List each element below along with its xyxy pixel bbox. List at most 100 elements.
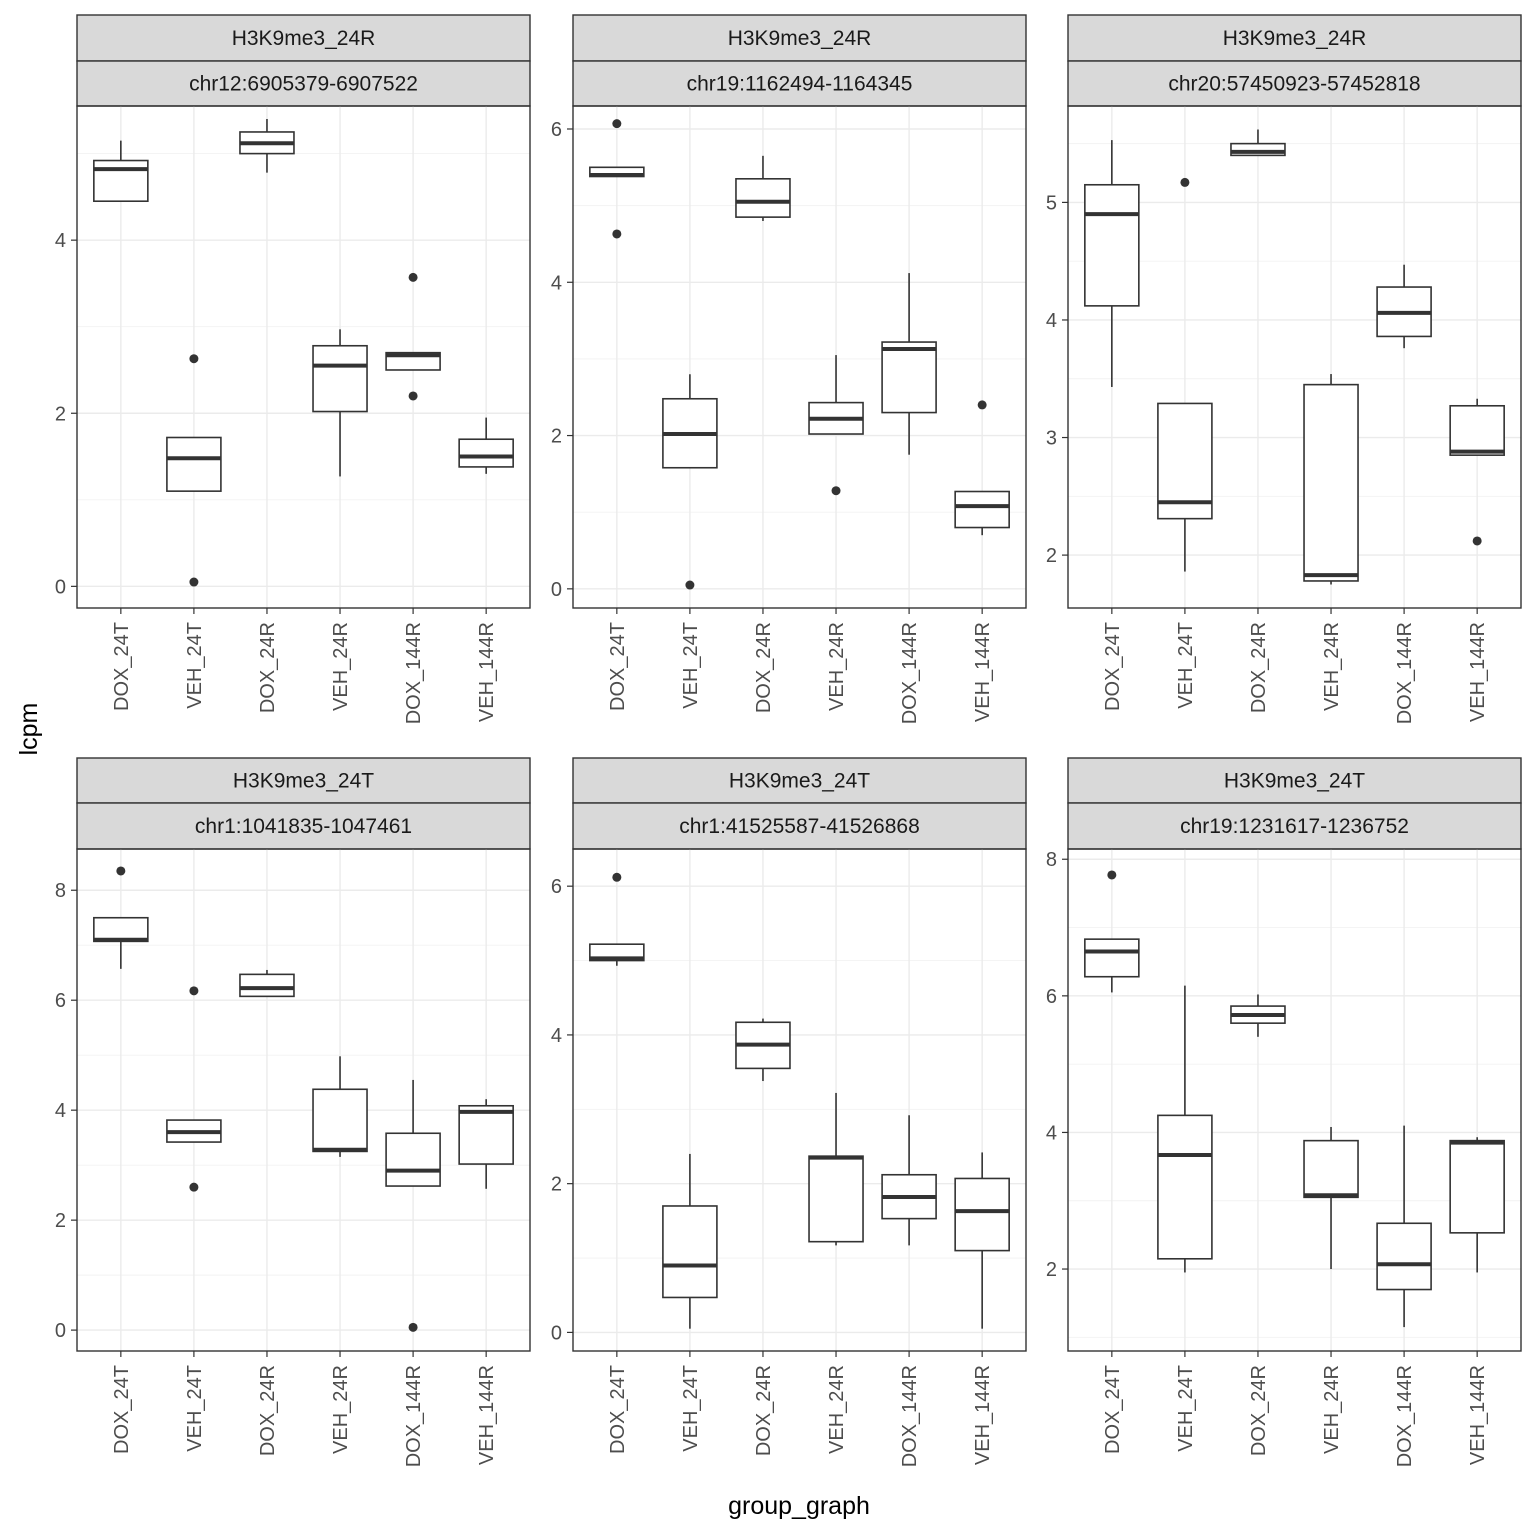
outlier-point [408,1322,418,1332]
y-tick-label: 2 [55,403,66,425]
x-tick-label: VEH_144R [972,622,994,722]
box-DOX_144R [1376,264,1432,349]
iqr-box [458,438,514,468]
facet-strip-bottom-label: chr20:57450923-57452818 [1168,73,1420,96]
iqr-box [735,178,791,218]
outlier-point [408,391,418,401]
x-tick-label: VEH_24T [1175,622,1197,709]
y-tick-label: 4 [551,1025,562,1047]
x-tick-label: DOX_24T [607,622,629,711]
facet-strip-top-label: H3K9me3_24T [1224,770,1365,793]
box-DOX_24R [1230,994,1286,1037]
facet-strip-top [1067,757,1522,804]
box-VEH_144R [458,1099,514,1189]
facet-strip-top [572,14,1027,62]
box-DOX_144R [881,273,937,455]
outlier-point [189,354,199,364]
panel-border [76,105,531,609]
facet-strip-top-label: H3K9me3_24T [729,770,870,793]
outlier-point [1107,870,1117,880]
outlier-point [408,272,418,282]
outlier-point [189,986,199,996]
iqr-box [881,341,937,414]
x-tick-label: VEH_144R [476,1365,498,1465]
outlier-point [189,577,199,587]
box-DOX_24R [239,969,295,998]
facet-panel: H3K9me3_24R chr20:57450923-57452818 2 3 4 5 DO… [1046,14,1522,724]
box-VEH_144R [1449,1137,1505,1273]
y-tick-label: 0 [55,576,66,598]
x-tick-label: VEH_24R [330,622,352,711]
iqr-box [1303,383,1359,582]
iqr-box [1157,402,1213,520]
x-tick-label: DOX_144R [403,622,425,724]
y-tick-label: 2 [1046,1259,1057,1281]
x-tick-label: VEH_24T [1175,1365,1197,1452]
x-tick-label: VEH_24R [1321,1365,1343,1454]
x-tick-label: DOX_24R [257,1365,279,1456]
facet-strip-bottom [1067,802,1522,850]
y-tick-label: 5 [1046,192,1057,214]
panel-border [572,105,1027,609]
box-DOX_144R [385,1079,441,1332]
facet-strip-top [76,757,531,804]
facet-strip-bottom-label: chr1:41525587-41526868 [679,815,920,838]
iqr-box [808,1155,864,1243]
iqr-box [1230,142,1286,157]
facet-strip-bottom [76,60,531,107]
outlier-point [116,866,126,876]
panel-border [1067,105,1522,609]
box-DOX_24T [589,872,645,966]
facet-panel: H3K9me3_24R chr19:1162494-1164345 0 2 4 6 DOX_… [551,14,1027,724]
iqr-box [1376,1222,1432,1291]
iqr-box [1303,1139,1359,1199]
iqr-box [1157,1114,1213,1260]
x-tick-label: DOX_24T [111,622,133,711]
box-DOX_24R [1230,129,1286,157]
outlier-point [1472,536,1482,546]
x-tick-label: DOX_144R [403,1365,425,1467]
box-DOX_24T [589,119,645,239]
box-VEH_24R [1303,1126,1359,1270]
y-tick-label: 6 [551,119,562,141]
y-tick-label: 4 [1046,310,1057,332]
iqr-box [954,490,1010,529]
facet-strip-bottom-label: chr19:1162494-1164345 [687,73,913,96]
box-VEH_24T [166,986,222,1192]
box-VEH_144R [954,400,1010,536]
iqr-box [1084,183,1140,307]
box-DOX_24T [93,140,149,203]
x-tick-label: DOX_24T [1102,1365,1124,1454]
y-tick-label: 4 [55,230,66,252]
x-tick-label: DOX_24R [1248,622,1270,713]
box-VEH_24R [808,355,864,496]
box-DOX_144R [881,1115,937,1246]
x-tick-label: DOX_24T [607,1365,629,1454]
x-tick-label: DOX_144R [899,622,921,724]
x-tick-label: VEH_24R [826,1365,848,1454]
x-tick-label: DOX_24T [111,1365,133,1454]
iqr-box [662,1205,718,1299]
y-tick-label: 0 [55,1320,66,1342]
iqr-box [1449,1139,1505,1234]
box-DOX_24T [93,866,149,969]
iqr-box [312,1088,368,1153]
box-VEH_24R [808,1092,864,1246]
x-tick-label: VEH_24R [330,1365,352,1454]
box-VEH_24T [662,1153,718,1329]
box-DOX_144R [1376,1125,1432,1328]
box-VEH_24T [1157,177,1213,572]
facet-panel: H3K9me3_24T chr19:1231617-1236752 2 4 6 8 DOX_… [1046,757,1522,1467]
outlier-point [685,580,695,590]
x-tick-label: DOX_144R [1394,1365,1416,1467]
facet-panel: H3K9me3_24T chr1:1041835-1047461 0 2 4 6 8 DOX_… [55,757,531,1467]
x-tick-label: DOX_24R [753,1365,775,1456]
x-axis-title: group_graph [728,1492,870,1520]
y-tick-label: 6 [1046,986,1057,1008]
y-tick-label: 6 [55,990,66,1012]
y-tick-label: 2 [1046,545,1057,567]
iqr-box [312,344,368,413]
y-tick-label: 3 [1046,428,1057,450]
